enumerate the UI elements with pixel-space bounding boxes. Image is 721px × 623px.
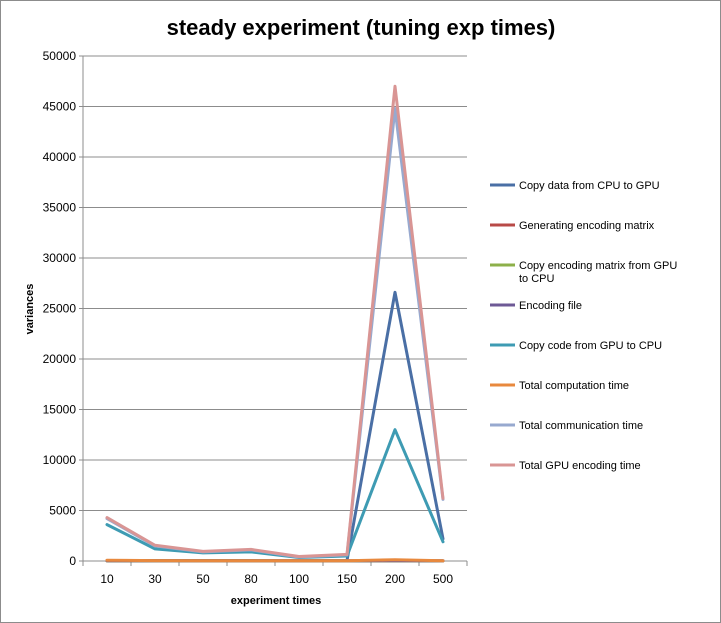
series-line-1 — [105, 290, 445, 563]
y-tick-label: 10000 — [43, 453, 77, 467]
y-tick-label: 20000 — [43, 352, 77, 366]
y-tick-label: 15000 — [43, 403, 77, 417]
y-tick-label: 30000 — [43, 251, 77, 265]
legend-label-4: Encoding file — [519, 300, 582, 312]
x-axis-title: experiment times — [231, 595, 321, 607]
y-tick-label: 50000 — [43, 49, 77, 63]
legend-label-5: Copy code from GPU to CPU — [519, 340, 662, 352]
y-tick-label: 25000 — [43, 302, 77, 316]
legend-label-6: Total computation time — [519, 380, 629, 392]
series-line-6 — [105, 558, 445, 563]
x-tick-label: 50 — [196, 572, 210, 586]
x-tick-label: 100 — [289, 572, 309, 586]
y-tick-label: 0 — [69, 554, 76, 568]
x-tick-label: 80 — [244, 572, 258, 586]
legend-label-7: Total communication time — [519, 420, 643, 432]
axes: 0 5000 10000 15000 20000 25000 30000 35000 40000… — [43, 49, 468, 586]
legend-label-1: Copy data from CPU to GPU — [519, 180, 660, 192]
legend-label-3: Copy encoding matrix from GPU to CPU — [519, 260, 677, 285]
x-tick-label: 10 — [100, 572, 114, 586]
series-line-8 — [105, 84, 445, 558]
chart-title: steady experiment (tuning exp times) — [167, 15, 556, 40]
series-line-5 — [105, 428, 445, 559]
x-tick-label: 500 — [433, 572, 453, 586]
x-tick-label: 200 — [385, 572, 405, 586]
x-tick-label: 30 — [148, 572, 162, 586]
y-tick-label: 35000 — [43, 201, 77, 215]
series-lines — [105, 84, 445, 563]
x-tick-label: 150 — [337, 572, 357, 586]
legend: Copy data from CPU to GPU Generating enco… — [490, 180, 677, 472]
y-axis-title: variances — [24, 284, 36, 335]
y-tick-label: 45000 — [43, 100, 77, 114]
series-line-7 — [105, 107, 445, 559]
gridlines — [83, 55, 467, 511]
legend-label-8: Total GPU encoding time — [519, 460, 641, 472]
y-tick-label: 40000 — [43, 150, 77, 164]
legend-label-2: Generating encoding matrix — [519, 220, 655, 232]
y-tick-label: 5000 — [49, 504, 76, 518]
